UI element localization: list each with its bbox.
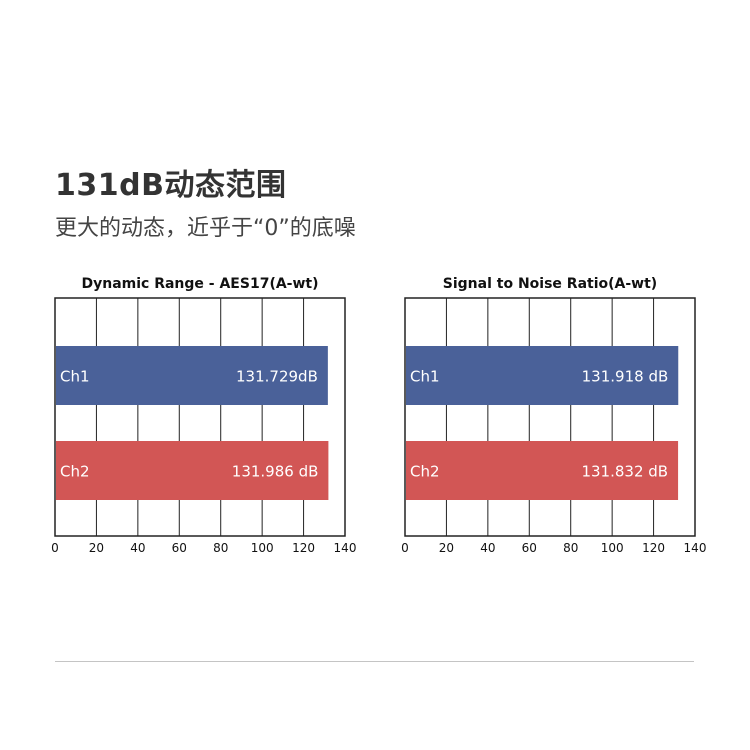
page-title: 131dB动态范围 bbox=[55, 168, 287, 203]
bar-ch1 bbox=[56, 346, 328, 405]
bar-ch2 bbox=[56, 441, 329, 500]
x-tick-label: 20 bbox=[439, 541, 454, 555]
snr-plot: Ch1 131.918 dB Ch2 131.832 dB 0 20 40 60 80 100 12… bbox=[401, 297, 706, 555]
bar-category-label: Ch1 bbox=[410, 368, 440, 386]
bar-value-label: 131.729dB bbox=[236, 368, 318, 386]
x-tick-label: 0 bbox=[401, 541, 409, 555]
chart-title: Signal to Noise Ratio(A-wt) bbox=[442, 276, 658, 292]
x-tick-label: 100 bbox=[601, 541, 624, 555]
x-tick-label: 80 bbox=[563, 541, 578, 555]
x-tick-label: 120 bbox=[642, 541, 665, 555]
snr-chart: Signal to Noise Ratio(A-wt) Ch1 131.918 d… bbox=[400, 276, 706, 556]
x-tick-label: 20 bbox=[89, 541, 104, 555]
x-tick-label: 120 bbox=[292, 541, 315, 555]
x-tick-label: 60 bbox=[522, 541, 537, 555]
x-tick-label: 40 bbox=[130, 541, 145, 555]
bar-category-label: Ch2 bbox=[410, 463, 440, 481]
bar-category-label: Ch1 bbox=[60, 368, 90, 386]
x-tick-label: 0 bbox=[51, 541, 59, 555]
plot-frame bbox=[54, 297, 346, 537]
bar-ch2 bbox=[406, 441, 679, 500]
bar-value-label: 131.986 dB bbox=[232, 463, 319, 481]
x-tick-label: 60 bbox=[172, 541, 187, 555]
x-tick-label: 140 bbox=[334, 541, 357, 555]
plot-frame bbox=[404, 297, 696, 537]
bar-value-label: 131.918 dB bbox=[582, 368, 669, 386]
chart-title: Dynamic Range - AES17(A-wt) bbox=[81, 276, 319, 292]
x-tick-label: 80 bbox=[213, 541, 228, 555]
dynamic-range-chart: Dynamic Range - AES17(A-wt) Ch1 131.729dB… bbox=[50, 276, 356, 556]
dynamic-range-plot: Ch1 131.729dB Ch2 131.986 dB 0 20 40 60 80 100 120… bbox=[51, 297, 356, 555]
bar-value-label: 131.832 dB bbox=[581, 463, 668, 481]
bar-ch1 bbox=[406, 346, 679, 405]
x-tick-label: 100 bbox=[251, 541, 274, 555]
bar-category-label: Ch2 bbox=[60, 463, 90, 481]
page-subtitle: 更大的动态，近乎于“0”的底噪 bbox=[55, 216, 356, 241]
divider bbox=[55, 661, 694, 662]
x-tick-label: 140 bbox=[684, 541, 707, 555]
x-tick-label: 40 bbox=[480, 541, 495, 555]
